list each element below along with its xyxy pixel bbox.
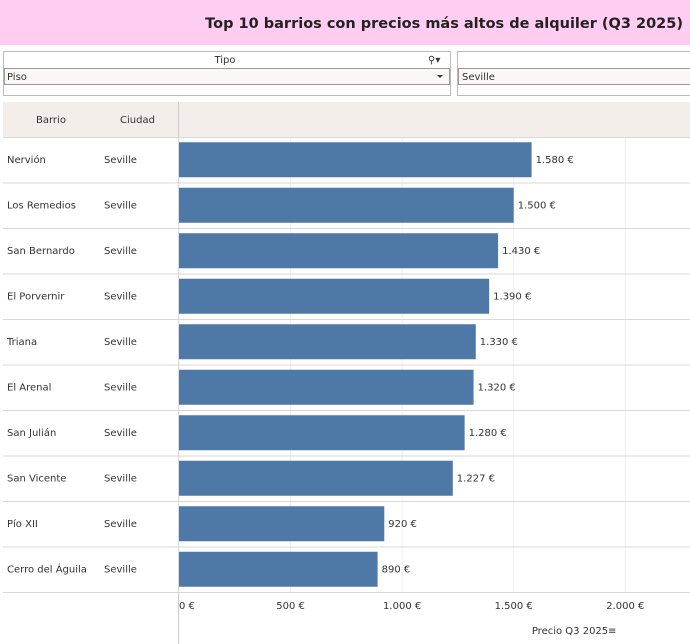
value-label: 1.320 € — [478, 382, 516, 393]
row-city: Seville — [104, 382, 137, 393]
row-city: Seville — [104, 291, 137, 302]
row-city: Seville — [104, 564, 137, 575]
filter-dropdown[interactable] — [458, 68, 690, 85]
sort-icon[interactable]: ≡ — [608, 626, 616, 637]
title-banner — [0, 0, 690, 45]
bar — [179, 369, 474, 405]
dashboard-title: Top 10 barrios con precios más altos de … — [205, 16, 683, 32]
filter-label: Tipo — [213, 55, 235, 66]
value-label: 1.580 € — [536, 155, 574, 166]
row-label: Triana — [6, 337, 37, 348]
row-label: San Julián — [7, 427, 56, 439]
bar — [179, 415, 465, 451]
column-header: Ciudad — [120, 115, 155, 126]
filter-icon[interactable]: ⚲▾ — [428, 55, 440, 66]
row-label: San Vicente — [7, 473, 66, 484]
bar — [179, 506, 385, 542]
value-label: 1.330 € — [480, 337, 518, 348]
x-tick-label: 2.000 € — [606, 601, 644, 612]
row-label: El Arenal — [7, 382, 51, 393]
row-city: Seville — [104, 337, 137, 348]
row-label: Nervión — [7, 154, 46, 166]
dropdown-arrow — [437, 75, 443, 78]
bar — [179, 324, 476, 360]
filter-value: Seville — [462, 72, 495, 83]
bar — [179, 460, 453, 496]
value-label: 1.430 € — [502, 246, 540, 257]
row-city: Seville — [104, 473, 137, 484]
row-city: Seville — [104, 155, 137, 166]
x-tick-label: 1.500 € — [495, 601, 533, 612]
value-label: 890 € — [382, 564, 411, 575]
value-label: 920 € — [388, 519, 417, 530]
row-label: El Porvernir — [7, 291, 65, 302]
x-tick-label: 500 € — [276, 601, 305, 612]
bar — [179, 142, 532, 178]
row-city: Seville — [104, 428, 137, 439]
value-label: 1.500 € — [518, 200, 556, 211]
filter-value: Piso — [7, 72, 27, 83]
row-label: Pío XII — [7, 518, 38, 530]
bar — [179, 278, 490, 314]
header-row — [3, 102, 690, 137]
bar — [179, 551, 378, 587]
row-label: Cerro del Águila — [7, 562, 87, 575]
column-header: Barrio — [36, 115, 66, 126]
value-label: 1.390 € — [493, 291, 531, 302]
row-label: Los Remedios — [7, 200, 76, 211]
row-label: San Bernardo — [7, 246, 75, 257]
row-city: Seville — [104, 519, 137, 530]
value-label: 1.280 € — [469, 428, 507, 439]
filter-dropdown[interactable] — [4, 68, 450, 85]
bar — [179, 233, 499, 269]
bar — [179, 187, 514, 223]
value-label: 1.227 € — [457, 473, 495, 484]
x-tick-label: 0 € — [179, 601, 195, 612]
row-city: Seville — [104, 200, 137, 211]
x-tick-label: 1.000 € — [383, 601, 421, 612]
row-city: Seville — [104, 246, 137, 257]
x-axis-label: Precio Q3 2025 — [532, 626, 608, 637]
